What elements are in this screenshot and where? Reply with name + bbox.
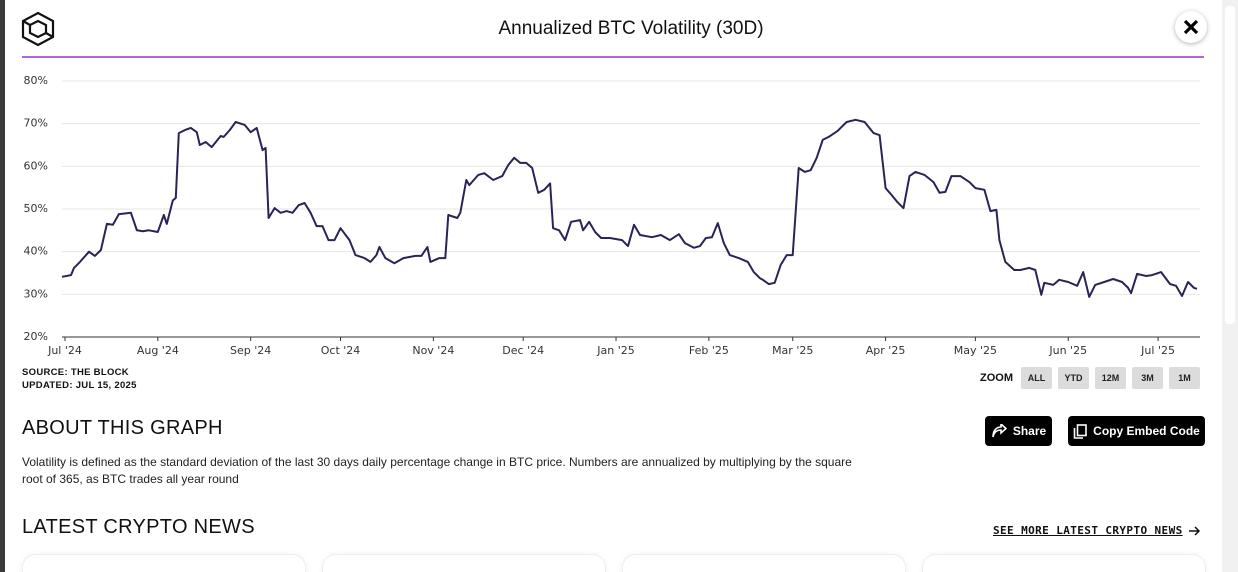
- about-text: Volatility is defined as the standard de…: [22, 455, 852, 486]
- zoom-button[interactable]: YTD: [1058, 367, 1089, 389]
- news-card[interactable]: [322, 554, 606, 572]
- news-link-text[interactable]: SEE MORE LATEST CRYPTO NEWS: [993, 524, 1183, 537]
- news-card[interactable]: [622, 554, 906, 572]
- news-card[interactable]: [22, 554, 306, 572]
- y-tick-label: 50%: [24, 202, 48, 215]
- arrow-icon: [1188, 525, 1200, 536]
- news-title: LATEST CRYPTO NEWS: [22, 516, 255, 538]
- zoom-button[interactable]: ALL: [1021, 367, 1052, 389]
- close-icon: [1183, 19, 1199, 35]
- share-label: Share: [1012, 424, 1047, 438]
- x-tick-label: Sep '24: [230, 344, 271, 357]
- copy-icon: [1073, 423, 1087, 439]
- source: SOURCE: THE BLOCK: [22, 367, 129, 378]
- x-tick-label: Jul '24: [47, 344, 82, 357]
- close-button[interactable]: [1175, 11, 1207, 43]
- x-tick-label: Jun '25: [1048, 344, 1087, 357]
- scrollbar[interactable]: [1222, 0, 1238, 572]
- x-tick-label: Jan '25: [596, 344, 634, 357]
- news-link[interactable]: SEE MORE LATEST CRYPTO NEWS: [993, 524, 1201, 537]
- embed-label: Copy Embed Code: [1093, 424, 1200, 438]
- zoom-button[interactable]: 3M: [1132, 367, 1163, 389]
- scrollbar-thumb[interactable]: [1225, 6, 1235, 324]
- about-title: ABOUT THIS GRAPH: [22, 417, 223, 439]
- y-tick-label: 70%: [24, 117, 48, 130]
- zoom-button[interactable]: 1M: [1169, 367, 1200, 389]
- y-tick-label: 60%: [24, 159, 48, 172]
- news-card[interactable]: [922, 554, 1206, 572]
- updated: UPDATED: JUL 15, 2025: [22, 380, 137, 391]
- y-tick-label: 30%: [24, 287, 48, 300]
- y-tick-label: 40%: [24, 245, 48, 258]
- x-tick-label: Feb '25: [689, 344, 729, 357]
- volatility-line: [61, 118, 1198, 298]
- y-tick-label: 80%: [24, 74, 48, 87]
- x-tick-label: Dec '24: [502, 344, 544, 357]
- x-tick-label: Nov '24: [412, 344, 454, 357]
- x-tick-label: May '25: [954, 344, 997, 357]
- share-icon: [992, 424, 1007, 438]
- x-tick-label: Aug '24: [137, 344, 179, 357]
- y-tick-label: 20%: [24, 330, 48, 343]
- x-tick-label: Jul '25: [1140, 344, 1175, 357]
- chart-title: Annualized BTC Volatility (30D): [498, 18, 764, 39]
- logo[interactable]: [21, 11, 55, 47]
- x-tick-label: Oct '24: [321, 344, 361, 357]
- chart: 20% 30% 40% 50% 60% 70% 80% Jul '24 Aug '24 Sep '…: [21, 11, 1204, 357]
- x-tick-label: Apr '25: [866, 344, 906, 357]
- zoom-button[interactable]: 12M: [1095, 367, 1126, 389]
- window-edge: [0, 0, 5, 572]
- embed-button[interactable]: Copy Embed Code: [1068, 416, 1205, 446]
- share-button[interactable]: Share: [985, 416, 1052, 446]
- zoom-label: ZOOM: [980, 372, 1013, 384]
- x-tick-label: Mar '25: [772, 344, 813, 357]
